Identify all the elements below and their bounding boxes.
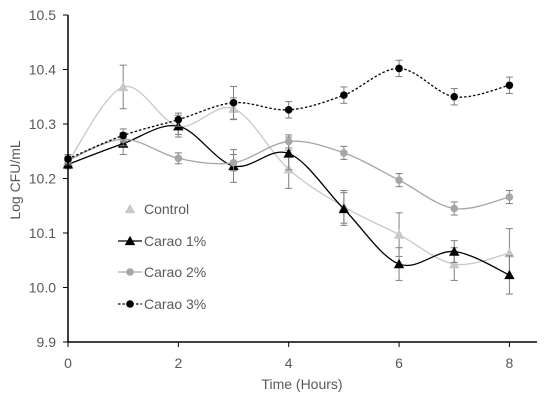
data-point <box>505 81 514 90</box>
legend-label: Control <box>144 201 189 217</box>
legend: Control Carao 1% Carao 2% Carao 3% <box>118 201 206 312</box>
legend-item-carao-2: Carao 2% <box>118 264 206 280</box>
data-point <box>449 258 460 269</box>
data-point <box>505 193 514 201</box>
y-tick-label: 10.2 <box>29 171 56 187</box>
data-point <box>283 148 294 158</box>
data-point <box>338 203 350 214</box>
data-point <box>284 137 293 146</box>
legend-marker <box>126 268 134 276</box>
series-layer <box>62 59 515 295</box>
data-point <box>284 106 293 114</box>
data-point <box>395 176 403 184</box>
legend-marker <box>124 235 136 246</box>
legend-marker <box>124 203 136 214</box>
legend-label: Carao 3% <box>144 296 206 312</box>
data-point <box>340 91 348 99</box>
data-point <box>229 158 238 167</box>
data-point <box>393 229 405 239</box>
legend-label: Carao 1% <box>144 233 206 249</box>
legend-item-carao-1: Carao 1% <box>118 233 206 249</box>
x-axis-title: Time (Hours) <box>261 376 342 392</box>
data-point <box>450 204 459 213</box>
data-point <box>340 149 348 157</box>
x-tick-label: 2 <box>174 355 182 371</box>
y-tick-label: 10.1 <box>29 225 56 241</box>
data-point <box>117 81 129 92</box>
legend-marker <box>126 300 134 308</box>
y-tick-label: 10.3 <box>29 116 56 132</box>
data-point <box>119 131 127 140</box>
data-point <box>450 92 459 101</box>
data-point <box>393 258 405 269</box>
legend-item-control: Control <box>124 201 189 217</box>
x-tick-label: 0 <box>64 355 72 371</box>
data-point <box>504 269 515 280</box>
y-axis-title: Log CFU/mL <box>7 140 23 220</box>
data-point <box>229 98 238 107</box>
data-point <box>174 154 183 163</box>
x-tick-label: 6 <box>395 355 403 371</box>
x-axis-ticks: 0 2 4 6 8 <box>64 342 514 371</box>
data-point <box>174 115 183 124</box>
data-point <box>504 247 515 258</box>
data-point <box>449 246 460 256</box>
y-axis-ticks: 9.9 10.0 10.1 10.2 10.3 10.4 10.5 <box>29 7 68 350</box>
series-control <box>62 64 515 281</box>
legend-label: Carao 2% <box>144 264 206 280</box>
series-line <box>67 85 510 266</box>
y-tick-label: 10.0 <box>29 280 56 296</box>
x-tick-label: 4 <box>285 355 293 371</box>
x-tick-label: 8 <box>506 355 514 371</box>
y-tick-label: 9.9 <box>37 334 57 350</box>
y-tick-label: 10.5 <box>29 7 56 23</box>
y-tick-label: 10.4 <box>29 62 56 78</box>
data-point <box>395 64 403 73</box>
legend-item-carao-3: Carao 3% <box>118 296 206 312</box>
